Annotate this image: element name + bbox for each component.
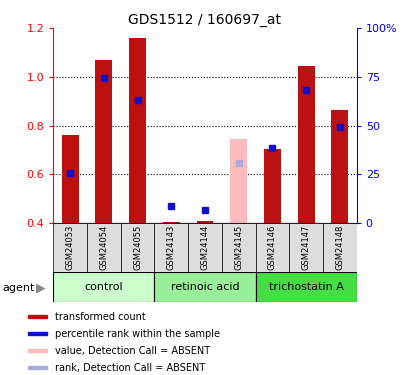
Text: ▶: ▶ bbox=[36, 281, 46, 294]
Bar bbox=[221, 223, 255, 272]
Text: GSM24146: GSM24146 bbox=[267, 225, 276, 270]
Text: GSM24147: GSM24147 bbox=[301, 225, 310, 270]
Bar bbox=[297, 66, 314, 223]
Bar bbox=[53, 272, 154, 302]
Bar bbox=[129, 38, 146, 223]
Bar bbox=[120, 223, 154, 272]
Title: GDS1512 / 160697_at: GDS1512 / 160697_at bbox=[128, 13, 281, 27]
Bar bbox=[154, 272, 255, 302]
Text: retinoic acid: retinoic acid bbox=[170, 282, 239, 292]
Text: agent: agent bbox=[2, 283, 34, 292]
Bar bbox=[289, 223, 322, 272]
Text: GSM24055: GSM24055 bbox=[133, 225, 142, 270]
Bar bbox=[330, 110, 347, 223]
Text: GSM24054: GSM24054 bbox=[99, 225, 108, 270]
Bar bbox=[95, 60, 112, 223]
Text: trichostatin A: trichostatin A bbox=[268, 282, 343, 292]
Text: transformed count: transformed count bbox=[55, 312, 145, 322]
Text: GSM24145: GSM24145 bbox=[234, 225, 243, 270]
Text: GSM24053: GSM24053 bbox=[65, 225, 74, 270]
Bar bbox=[263, 149, 280, 223]
Bar bbox=[28, 366, 47, 369]
Text: GSM24144: GSM24144 bbox=[200, 225, 209, 270]
Text: control: control bbox=[84, 282, 123, 292]
Bar bbox=[154, 223, 188, 272]
Bar bbox=[188, 223, 221, 272]
Text: value, Detection Call = ABSENT: value, Detection Call = ABSENT bbox=[55, 346, 209, 356]
Bar bbox=[28, 350, 47, 352]
Bar bbox=[62, 135, 79, 223]
Bar bbox=[87, 223, 120, 272]
Bar bbox=[322, 223, 356, 272]
Bar bbox=[255, 223, 289, 272]
Text: GSM24148: GSM24148 bbox=[335, 225, 344, 270]
Bar bbox=[28, 315, 47, 318]
Bar bbox=[255, 272, 356, 302]
Bar bbox=[53, 223, 87, 272]
Bar bbox=[230, 139, 247, 223]
Bar bbox=[28, 332, 47, 335]
Text: percentile rank within the sample: percentile rank within the sample bbox=[55, 328, 219, 339]
Text: GSM24143: GSM24143 bbox=[166, 225, 175, 270]
Bar bbox=[162, 222, 179, 223]
Bar bbox=[196, 220, 213, 223]
Text: rank, Detection Call = ABSENT: rank, Detection Call = ABSENT bbox=[55, 363, 204, 373]
